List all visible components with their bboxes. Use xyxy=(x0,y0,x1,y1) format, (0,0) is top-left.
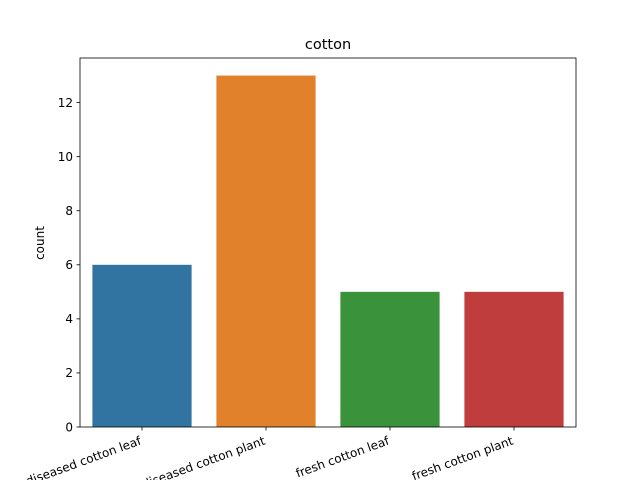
y-tick-label-0: 0 xyxy=(65,420,73,434)
y-axis-label: count xyxy=(33,226,47,260)
y-tick-label-2: 4 xyxy=(65,312,73,326)
bar-4 xyxy=(464,291,564,427)
y-tick-label-3: 6 xyxy=(65,258,73,272)
bar-2 xyxy=(216,75,316,428)
bar-1 xyxy=(92,264,192,427)
axes-frame xyxy=(79,57,577,428)
bar-3 xyxy=(340,291,440,427)
y-tick-label-5: 10 xyxy=(58,150,73,164)
chart-title: cotton xyxy=(305,37,351,53)
y-tick-label-6: 12 xyxy=(58,96,73,110)
y-tick-label-1: 2 xyxy=(65,366,73,380)
y-tick-label-4: 8 xyxy=(65,204,73,218)
